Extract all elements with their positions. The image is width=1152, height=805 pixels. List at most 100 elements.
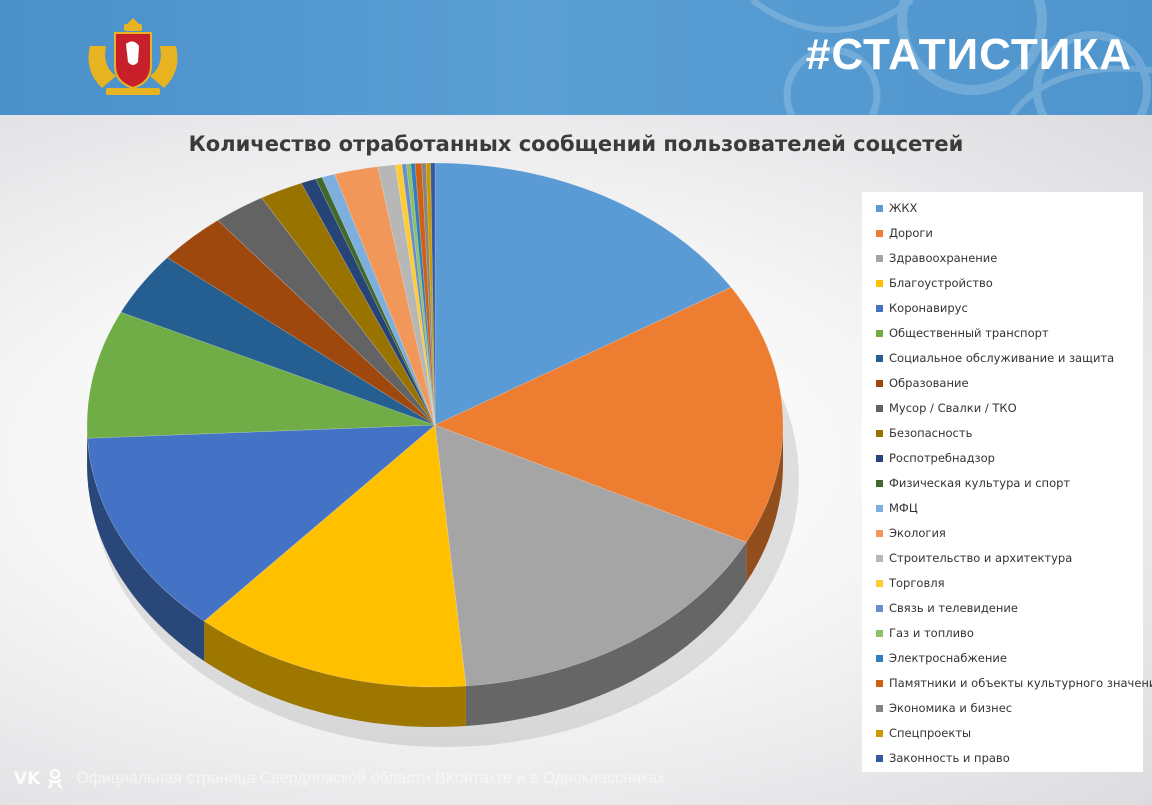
pie-slice [300, 178, 436, 426]
legend-label: Дороги [889, 226, 933, 240]
vk-icon[interactable]: VK [14, 769, 41, 789]
legend-item: Социальное обслуживание и защита [876, 348, 1114, 368]
legend-label: Коронавирус [889, 301, 968, 315]
pie-side-walls [87, 425, 783, 727]
legend-item: Газ и топливо [876, 623, 974, 643]
legend-swatch [876, 504, 883, 512]
pie-slice-side [87, 425, 88, 479]
pie-slice [434, 424, 747, 687]
pie-slice [401, 163, 436, 426]
legend-swatch [876, 754, 883, 762]
legend-item: Дороги [876, 223, 933, 243]
legend-swatch [876, 579, 883, 587]
legend-label: ЖКХ [889, 201, 918, 215]
legend-swatch [876, 729, 883, 737]
legend-label: Экономика и бизнес [889, 701, 1013, 715]
chart-title: Количество отработанных сообщений пользо… [188, 132, 964, 156]
footer-text: Официальная страница Свердловской област… [76, 770, 666, 787]
legend-label: Физическая культура и спорт [889, 476, 1071, 490]
pie-slice [425, 162, 436, 426]
legend-item: Физическая культура и спорт [876, 473, 1070, 493]
pie-slice [87, 424, 436, 622]
legend-item: Безопасность [876, 423, 972, 443]
legend-label: Общественный транспорт [889, 326, 1049, 340]
legend-swatch [876, 279, 883, 287]
legend-swatch [876, 604, 883, 612]
legend-label: Строительство и архитектура [889, 551, 1073, 565]
pie-chart [86, 162, 799, 747]
pie-slice [86, 311, 436, 439]
legend-item: Экология [876, 523, 946, 543]
legend-label: Здравоохранение [889, 251, 998, 265]
legend-label: Мусор / Свалки / ТКО [889, 401, 1017, 415]
legend-swatch [876, 379, 883, 387]
legend-item: Связь и телевидение [876, 598, 1018, 618]
legend-item: Образование [876, 373, 969, 393]
pie-slice-side [87, 438, 205, 662]
legend-label: Экология [889, 526, 946, 540]
coat-of-arms-icon [88, 18, 178, 95]
pie-slice [120, 257, 436, 426]
legend-item: Торговля [876, 573, 944, 593]
legend-item: Экономика и бизнес [876, 698, 1012, 718]
legend-swatch [876, 304, 883, 312]
pie-slice-side [465, 542, 747, 726]
legend-swatch [876, 404, 883, 412]
chart-legend: ЖКХ Дороги Здравоохранение Благоустройство К… [862, 192, 1152, 772]
legend-label: Роспотребнадзор [889, 451, 995, 465]
legend-label: МФЦ [889, 501, 918, 515]
legend-swatch [876, 429, 883, 437]
pie-slice [421, 162, 436, 426]
pie-slice [217, 197, 436, 426]
legend-label: Социальное обслуживание и защита [889, 351, 1115, 365]
legend-label: Спецпроекты [889, 726, 972, 740]
legend-swatch [876, 354, 883, 362]
legend-item: Здравоохранение [876, 248, 997, 268]
legend-item: Законность и право [876, 748, 1010, 768]
pie-slice [261, 182, 436, 426]
pie-slice [430, 162, 436, 426]
legend-item: Коронавирус [876, 298, 968, 318]
legend-item: Памятники и объекты культурного значения [876, 673, 1152, 693]
legend-swatch [876, 654, 883, 662]
legend-swatch [876, 704, 883, 712]
pie-slice [414, 162, 436, 426]
legend-label: Благоустройство [889, 276, 993, 290]
legend-label: Газ и топливо [889, 626, 974, 640]
legend-item: Общественный транспорт [876, 323, 1049, 343]
header-banner: #СТАТИСТИКА [0, 0, 1152, 115]
legend-item: Роспотребнадзор [876, 448, 995, 468]
legend-label: Безопасность [889, 426, 973, 440]
ornament-decoration [750, 0, 1152, 115]
footer: VK Официальная страница Свердловской обл… [14, 767, 665, 791]
pie-slice [410, 163, 436, 426]
legend-swatch [876, 204, 883, 212]
legend-label: Связь и телевидение [889, 601, 1018, 615]
pie-slice [166, 219, 436, 426]
pie-slice [321, 173, 436, 426]
pie-slice [377, 164, 436, 426]
legend-item: Благоустройство [876, 273, 993, 293]
legend-label: Образование [889, 376, 969, 390]
pie-slice [334, 166, 436, 426]
legend-item: Строительство и архитектура [876, 548, 1072, 568]
legend-item: Мусор / Свалки / ТКО [876, 398, 1017, 418]
legend-swatch [876, 329, 883, 337]
legend-swatch [876, 529, 883, 537]
pie-slice [203, 424, 467, 688]
legend-label: Памятники и объекты культурного значения [889, 676, 1152, 690]
legend-item: Спецпроекты [876, 723, 971, 743]
legend-swatch [876, 254, 883, 262]
legend-swatch [876, 454, 883, 462]
legend-swatch [876, 679, 883, 687]
odnoklassniki-icon[interactable] [46, 768, 64, 790]
legend-swatch [876, 629, 883, 637]
pie-slice [394, 163, 436, 426]
legend-label: Электроснабжение [889, 651, 1007, 665]
pie-slice [405, 163, 436, 426]
pie-slice [434, 162, 732, 426]
legend-label: Торговля [889, 576, 945, 590]
pie-slice-side [746, 425, 783, 583]
legend-swatch [876, 479, 883, 487]
legend-swatch [876, 554, 883, 562]
